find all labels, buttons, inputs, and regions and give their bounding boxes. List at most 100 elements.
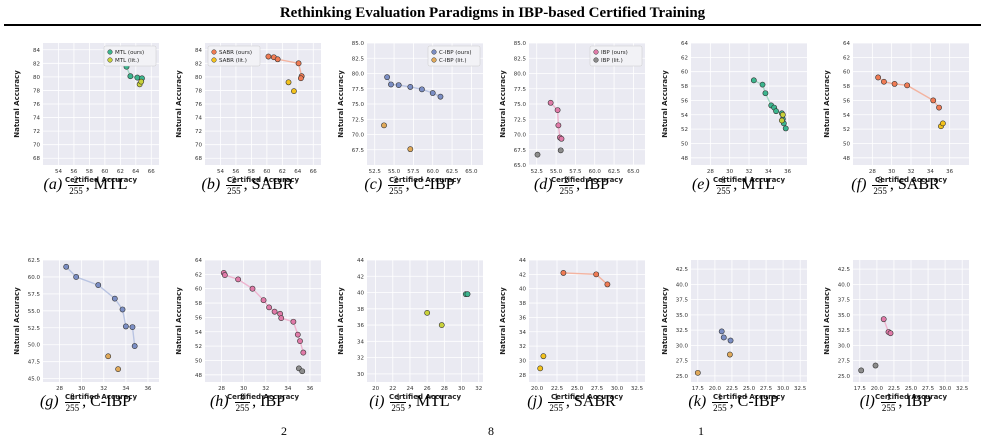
y-tick-label: 72.5 — [352, 117, 365, 123]
data-point-ours — [429, 90, 436, 96]
epsilon-fraction: 8 255 — [715, 175, 732, 196]
chart-svg: 20 22 24 26 28 30 32 30 32 34 36 38 40 42 44 Certified … — [337, 258, 483, 401]
fraction-numerator: 2 — [558, 175, 575, 186]
legend-marker — [211, 57, 217, 63]
y-tick-label: 52.5 — [28, 326, 41, 332]
data-point-ours — [134, 74, 141, 81]
legend-label: SABR (lit.) — [219, 58, 247, 64]
epsilon-fraction: 1 255 — [880, 392, 897, 413]
y-tick-label: 64 — [681, 41, 688, 47]
caption-label: (g) — [39, 393, 59, 411]
data-point-ours — [260, 297, 267, 304]
y-tick-label: 50 — [681, 141, 688, 147]
y-axis-label: Natural Accuracy — [337, 287, 345, 355]
x-axis-label: Certified Accuracy — [713, 176, 785, 184]
x-tick-label: 60 — [263, 169, 270, 175]
fraction-numerator: 8 — [872, 175, 888, 186]
y-tick-label: 58 — [195, 301, 202, 307]
x-tick-label: 22.5 — [551, 386, 564, 392]
data-point-lit — [779, 111, 786, 118]
y-tick-label: 84 — [195, 48, 202, 54]
x-tick-label: 60 — [101, 169, 108, 175]
x-tick-label: 25.0 — [905, 386, 918, 392]
y-tick-label: 62 — [843, 55, 850, 61]
x-tick-label: 36 — [784, 169, 791, 175]
x-tick-label: 27.5 — [922, 386, 935, 392]
chart-svg: 54 56 58 60 62 64 66 68 70 72 74 76 78 80 82 84 Certifie… — [175, 43, 321, 184]
y-tick-label: 82 — [195, 61, 202, 67]
data-point-ours — [122, 323, 129, 330]
legend-label: IBP (lit.) — [601, 58, 623, 64]
x-tick-label: 30 — [888, 169, 895, 175]
legend-label: C-IBP (lit.) — [439, 58, 467, 64]
epsilon-fraction: 2 255 — [68, 175, 84, 196]
data-point-lit — [291, 88, 297, 95]
fraction-numerator: 1 — [712, 392, 728, 403]
x-tick-label: 32.5 — [956, 386, 969, 392]
y-tick-label: 48 — [843, 156, 850, 162]
x-tick-label: 52.5 — [369, 169, 382, 175]
data-point-ours — [547, 99, 554, 106]
y-tick-label: 50.0 — [28, 343, 41, 349]
y-tick-label: 80.0 — [514, 72, 527, 78]
y-tick-label: 62 — [681, 55, 688, 61]
x-tick-label: 34 — [765, 169, 772, 175]
x-axis-label: Certified Accuracy — [875, 176, 947, 184]
y-tick-label: 78 — [195, 88, 202, 94]
x-tick-label: 64 — [294, 169, 301, 175]
y-axis-label: Natural Accuracy — [661, 287, 669, 355]
y-tick-label: 36 — [519, 315, 526, 321]
data-point-ours — [720, 334, 727, 341]
data-point-ours — [437, 93, 444, 100]
panel-caption: (e) 8 255, MTL — [653, 175, 814, 196]
data-point-lit — [537, 365, 544, 372]
plot-area — [529, 260, 645, 382]
x-tick-label: 32.5 — [794, 386, 807, 392]
y-tick-label: 50 — [195, 358, 202, 364]
caption-label: (l) — [859, 393, 875, 411]
x-tick-label: 30 — [78, 386, 85, 392]
legend-label: IBP (ours) — [601, 50, 628, 56]
y-tick-label: 70.0 — [352, 133, 365, 139]
chart-svg: 28 30 32 34 36 48 50 52 54 56 58 60 62 64 Certified Ac… — [175, 258, 321, 401]
caption-method: , C-IBP — [82, 393, 132, 411]
fraction-denominator: 255 — [549, 403, 563, 413]
data-point-ours — [891, 81, 898, 87]
data-point-ours — [904, 82, 911, 89]
fraction-numerator: 1 — [548, 392, 564, 403]
x-tick-label: 54 — [55, 169, 62, 175]
data-point-lit — [115, 366, 122, 373]
x-tick-label: 56 — [70, 169, 77, 175]
x-tick-label: 24 — [406, 386, 413, 392]
legend-marker — [107, 57, 113, 63]
data-point-ours — [294, 331, 301, 338]
caption-label: (j) — [527, 393, 543, 411]
y-tick-label: 30 — [519, 358, 526, 364]
panel-caption: (h) 8 255, IBP — [167, 392, 328, 413]
caption-method: , MTL — [85, 176, 128, 194]
x-tick-label: 32 — [262, 386, 269, 392]
x-tick-label: 30.0 — [939, 386, 952, 392]
data-point-lit — [299, 368, 306, 375]
data-point-lit — [534, 151, 541, 158]
chart-svg: 28 30 32 34 36 48 50 52 54 56 58 60 62 64 Certified Ac… — [823, 41, 969, 184]
y-tick-label: 56 — [843, 98, 850, 104]
x-tick-label: 36 — [946, 169, 953, 175]
panel-caption: (k) 1 255, C-IBP — [653, 392, 814, 413]
y-axis-label: Natural Accuracy — [823, 70, 831, 138]
y-axis-label: Natural Accuracy — [499, 287, 507, 355]
x-tick-label: 52.5 — [531, 169, 544, 175]
legend-label: C-IBP (ours) — [439, 50, 472, 56]
x-tick-label: 32 — [908, 169, 915, 175]
caption-method: , MTL — [407, 393, 450, 411]
data-point-ours — [718, 328, 725, 335]
y-axis-label: Natural Accuracy — [337, 70, 345, 138]
data-point-ours — [762, 90, 769, 97]
y-tick-label: 50 — [843, 141, 850, 147]
y-tick-label: 80.0 — [352, 72, 365, 78]
legend-label: MTL (ours) — [115, 50, 144, 56]
x-tick-label: 20.0 — [531, 386, 544, 392]
y-tick-label: 60 — [195, 287, 202, 293]
fraction-numerator: 8 — [234, 392, 251, 403]
caption-label: (a) — [43, 176, 63, 194]
